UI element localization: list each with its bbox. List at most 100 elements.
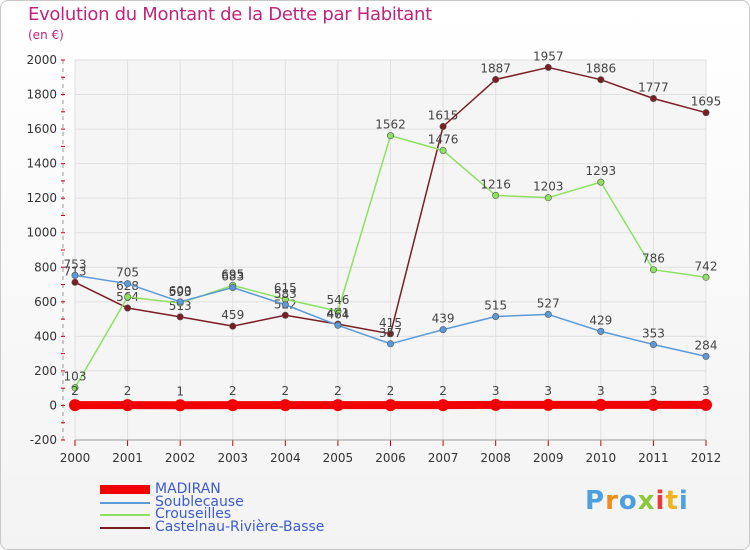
data-label-crouseilles: 546 bbox=[326, 293, 349, 307]
data-label-crouseilles: 1293 bbox=[586, 164, 617, 178]
data-point-soublecause bbox=[386, 340, 394, 348]
data-label-madiran: 3 bbox=[650, 384, 658, 398]
data-label-castelnau-riviere-basse: 1887 bbox=[480, 62, 511, 76]
data-label-crouseilles: 1203 bbox=[533, 180, 564, 194]
data-label-madiran: 1 bbox=[176, 384, 184, 398]
data-label-madiran: 3 bbox=[544, 384, 552, 398]
y-tick-label: 1800 bbox=[26, 88, 57, 102]
data-label-castelnau-riviere-basse: 1695 bbox=[691, 95, 722, 109]
logo-letter: t bbox=[665, 486, 679, 516]
data-point-castelnau-riviere-basse bbox=[597, 76, 605, 84]
data-point-madiran bbox=[279, 399, 292, 412]
data-point-crouseilles bbox=[702, 273, 710, 281]
y-tick-label: 400 bbox=[34, 329, 57, 343]
data-point-castelnau-riviere-basse bbox=[229, 322, 237, 330]
data-point-soublecause bbox=[334, 321, 342, 329]
data-point-castelnau-riviere-basse bbox=[649, 95, 657, 103]
data-label-madiran: 2 bbox=[71, 384, 79, 398]
data-point-soublecause bbox=[492, 312, 500, 320]
data-point-castelnau-riviere-basse bbox=[492, 76, 500, 84]
data-label-castelnau-riviere-basse: 713 bbox=[64, 264, 87, 278]
data-point-castelnau-riviere-basse bbox=[439, 123, 447, 131]
data-point-soublecause bbox=[544, 310, 552, 318]
data-point-castelnau-riviere-basse bbox=[124, 304, 132, 312]
logo-letter: r bbox=[605, 486, 619, 516]
data-label-castelnau-riviere-basse: 1886 bbox=[586, 62, 617, 76]
data-point-madiran bbox=[594, 398, 607, 411]
data-label-crouseilles: 742 bbox=[695, 259, 718, 273]
data-label-madiran: 3 bbox=[597, 384, 605, 398]
y-tick-label: 800 bbox=[34, 260, 57, 274]
x-tick-label: 2001 bbox=[112, 451, 143, 465]
data-label-soublecause: 600 bbox=[169, 284, 192, 298]
data-label-soublecause: 515 bbox=[484, 299, 507, 313]
data-label-madiran: 2 bbox=[124, 384, 132, 398]
data-label-castelnau-riviere-basse: 415 bbox=[379, 316, 402, 330]
data-label-castelnau-riviere-basse: 1615 bbox=[428, 109, 459, 123]
y-tick-label: 1400 bbox=[26, 157, 57, 171]
data-label-soublecause: 683 bbox=[221, 269, 244, 283]
legend-label: Soublecause bbox=[155, 493, 244, 510]
data-point-castelnau-riviere-basse bbox=[281, 311, 289, 319]
data-label-soublecause: 439 bbox=[432, 312, 455, 326]
x-tick-label: 2005 bbox=[323, 451, 354, 465]
data-label-soublecause: 705 bbox=[116, 266, 139, 280]
data-label-madiran: 2 bbox=[387, 384, 395, 398]
data-label-crouseilles: 695 bbox=[221, 267, 244, 281]
y-tick-label: 200 bbox=[34, 364, 57, 378]
legend-swatch bbox=[100, 514, 150, 516]
logo-letter: o bbox=[618, 486, 638, 516]
proxiti-logo: Proxiti bbox=[585, 486, 689, 516]
x-tick-label: 2008 bbox=[480, 451, 511, 465]
data-point-castelnau-riviere-basse bbox=[544, 63, 552, 71]
data-label-castelnau-riviere-basse: 1957 bbox=[533, 49, 564, 63]
legend-label: MADIRAN bbox=[155, 481, 221, 497]
data-label-madiran: 3 bbox=[702, 384, 710, 398]
data-point-madiran bbox=[69, 399, 81, 412]
data-label-castelnau-riviere-basse: 1777 bbox=[638, 81, 669, 95]
data-point-madiran bbox=[121, 399, 134, 412]
data-point-soublecause bbox=[229, 283, 237, 291]
data-label-soublecause: 527 bbox=[537, 296, 560, 310]
x-tick-label: 2003 bbox=[217, 451, 248, 465]
data-point-soublecause bbox=[439, 326, 447, 334]
data-point-soublecause bbox=[281, 301, 289, 309]
logo-letter: x bbox=[637, 486, 656, 516]
data-point-madiran bbox=[647, 398, 660, 411]
data-point-crouseilles bbox=[71, 384, 79, 392]
x-tick-label: 2011 bbox=[638, 451, 669, 465]
data-label-soublecause: 284 bbox=[695, 338, 718, 352]
x-tick-label: 2012 bbox=[691, 451, 722, 465]
data-label-crouseilles: 615 bbox=[274, 281, 297, 295]
data-point-madiran bbox=[331, 399, 344, 412]
legend-swatch bbox=[100, 526, 150, 529]
logo-letter: P bbox=[585, 486, 606, 516]
data-point-crouseilles bbox=[439, 147, 447, 155]
data-point-crouseilles bbox=[649, 266, 657, 274]
data-label-crouseilles: 786 bbox=[642, 252, 665, 266]
legend-swatch bbox=[100, 485, 150, 494]
data-label-crouseilles: 103 bbox=[64, 370, 87, 384]
x-tick-label: 2007 bbox=[428, 451, 459, 465]
y-tick-label: 0 bbox=[49, 398, 57, 412]
data-point-crouseilles bbox=[597, 178, 605, 186]
data-label-soublecause: 353 bbox=[642, 326, 665, 340]
data-label-madiran: 3 bbox=[492, 384, 500, 398]
data-point-soublecause bbox=[649, 340, 657, 348]
y-tick-label: 600 bbox=[34, 295, 57, 309]
y-tick-label: 1600 bbox=[26, 122, 57, 136]
logo-letter: i bbox=[678, 486, 689, 516]
data-point-madiran bbox=[489, 398, 502, 411]
data-point-crouseilles bbox=[334, 307, 342, 315]
data-point-crouseilles bbox=[386, 132, 394, 140]
data-point-crouseilles bbox=[492, 191, 500, 199]
chart-title: Evolution du Montant de la Dette par Hab… bbox=[28, 4, 432, 25]
y-tick-label: -200 bbox=[30, 433, 57, 447]
data-point-soublecause bbox=[702, 352, 710, 360]
data-label-soublecause: 583 bbox=[274, 287, 297, 301]
data-point-madiran bbox=[542, 398, 555, 411]
data-point-soublecause bbox=[71, 271, 79, 279]
data-point-madiran bbox=[700, 398, 712, 411]
x-tick-label: 2009 bbox=[533, 451, 564, 465]
data-label-crouseilles: 1476 bbox=[428, 133, 459, 147]
